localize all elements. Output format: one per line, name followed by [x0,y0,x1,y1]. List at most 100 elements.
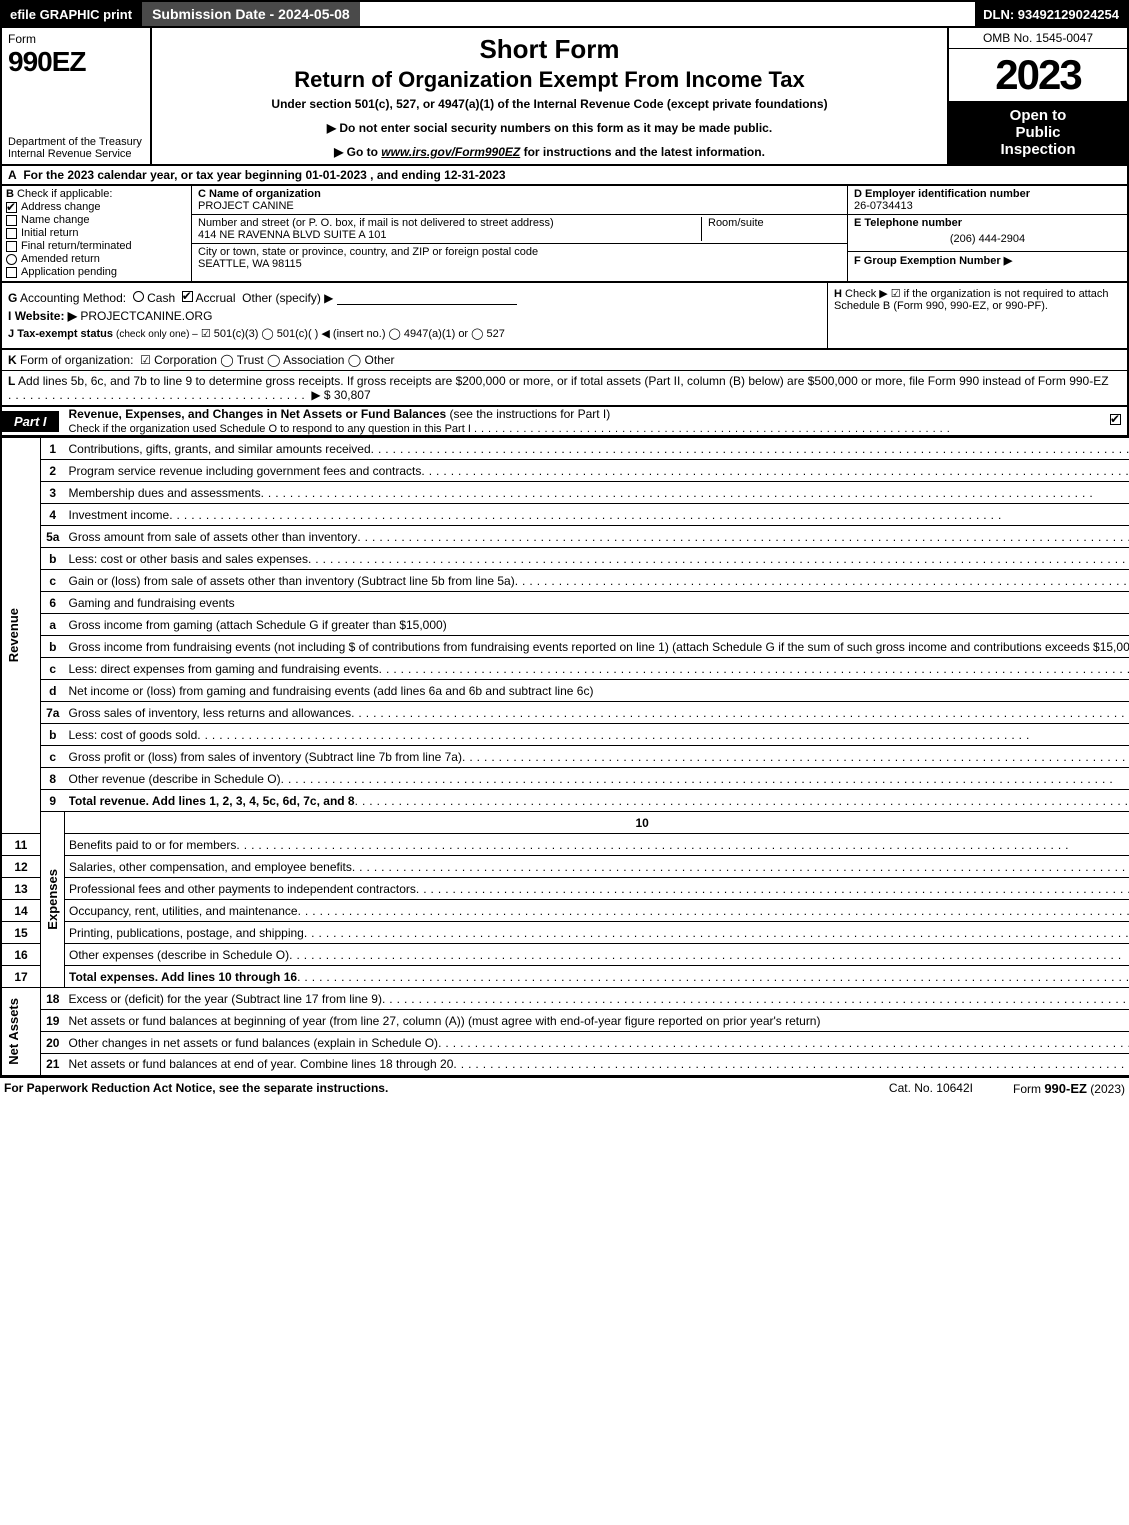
org-city-row: City or town, state or province, country… [192,244,847,281]
dotfill [382,992,1129,1006]
efile-print-label[interactable]: efile GRAPHIC print [2,2,140,26]
line-desc: Gaming and fundraising events [69,596,235,610]
ein-label: D Employer identification number [854,188,1030,200]
radio-accrual-label: Accrual [195,291,235,305]
line-desc: Total expenses. Add lines 10 through 16 [69,970,297,984]
line-num: 4 [41,504,65,526]
line-8: 8 Other revenue (describe in Schedule O)… [1,768,1129,790]
dotfill [351,706,1129,720]
line-num: 10 [65,812,1129,834]
chk-application-pending[interactable]: Application pending [6,266,187,278]
box-b-title: Check if applicable: [17,188,112,200]
topbar-spacer [360,2,975,26]
checkbox-icon[interactable] [1110,414,1121,425]
line-num: 17 [1,966,41,988]
line-21: 21 Net assets or fund balances at end of… [1,1054,1129,1076]
other-specify-input[interactable] [337,304,517,305]
line-1: Revenue 1 Contributions, gifts, grants, … [1,438,1129,460]
box-b-lead: B [6,188,14,200]
line-num: d [41,680,65,702]
chk-initial-return[interactable]: Initial return [6,227,187,239]
inspection-line2: Public [953,124,1123,141]
line-desc: Occupancy, rent, utilities, and maintena… [69,904,298,918]
line-desc: Excess or (deficit) for the year (Subtra… [69,992,382,1006]
row-a-tax-year: A For the 2023 calendar year, or tax yea… [0,166,1129,186]
line-num: 8 [41,768,65,790]
dotfill [289,948,1129,962]
box-b-check-applicable: B Check if applicable: Address change Na… [2,186,192,281]
checkbox-accrual[interactable] [182,291,193,302]
line-7b: b Less: cost of goods sold 7b [1,724,1129,746]
line-num: 20 [41,1032,65,1054]
line-desc: Gross amount from sale of assets other t… [69,530,358,544]
dotfill [438,1036,1129,1050]
part-i-checkbox[interactable] [1110,414,1127,428]
checkbox-icon[interactable] [6,267,17,278]
row-l-lead: L [8,374,15,388]
footer-form-pre: Form [1013,1082,1044,1096]
row-j-label: Tax-exempt status [17,328,113,340]
line-17: 17 Total expenses. Add lines 10 through … [1,966,1129,988]
chk-final-return[interactable]: Final return/terminated [6,240,187,252]
line-18: Net Assets 18 Excess or (deficit) for th… [1,988,1129,1010]
line-9: 9 Total revenue. Add lines 1, 2, 3, 4, 5… [1,790,1129,812]
line-desc: Net assets or fund balances at end of ye… [69,1057,454,1071]
box-f-group-exemption: F Group Exemption Number ▶ [848,251,1127,281]
chk-amended-return[interactable]: Amended return [6,253,187,265]
chk-name-change[interactable]: Name change [6,214,187,226]
line-num: 21 [41,1054,65,1076]
dotfill [298,904,1129,918]
chk-label: Final return/terminated [21,240,132,252]
form-title: Return of Organization Exempt From Incom… [162,67,937,93]
line-19: 19 Net assets or fund balances at beginn… [1,1010,1129,1032]
line-desc: Less: direct expenses from gaming and fu… [69,662,379,676]
dotfill [453,1057,1129,1071]
line-num: 2 [41,460,65,482]
irs-link[interactable]: www.irs.gov/Form990EZ [381,145,520,159]
part-i-title-wrap: Revenue, Expenses, and Changes in Net As… [59,407,1110,435]
part-i-header: Part I Revenue, Expenses, and Changes in… [0,407,1129,437]
line-num: b [41,724,65,746]
dotfill [8,388,308,402]
dotfill [371,442,1129,456]
page-footer: For Paperwork Reduction Act Notice, see … [0,1077,1129,1099]
checkbox-icon[interactable] [6,228,17,239]
line-num: 3 [41,482,65,504]
row-l-text: Add lines 5b, 6c, and 7b to line 9 to de… [18,374,1109,388]
line-num: a [41,614,65,636]
dotfill [236,838,1129,852]
line-desc: Gross income from fundraising events (no… [69,640,1129,654]
checkbox-icon[interactable] [6,241,17,252]
block-ghij: G Accounting Method: Cash Accrual Other … [0,283,1129,350]
row-k: K Form of organization: ☑ Corporation ◯ … [0,350,1129,371]
checkbox-icon[interactable] [6,202,17,213]
line-desc: Total revenue. Add lines 1, 2, 3, 4, 5c,… [69,794,355,808]
box-d-ein: D Employer identification number 26-0734… [848,186,1127,214]
dotfill [297,970,1129,984]
line-desc: Gain or (loss) from sale of assets other… [69,574,515,588]
part-i-subline: Check if the organization used Schedule … [69,423,471,435]
room-suite: Room/suite [701,217,841,241]
radio-cash-label: Cash [147,291,175,305]
line-desc: Less: cost or other basis and sales expe… [69,552,308,566]
radio-icon[interactable] [6,254,17,265]
radio-cash[interactable] [133,291,144,302]
chk-address-change[interactable]: Address change [6,201,187,213]
city-value: SEATTLE, WA 98115 [198,258,841,270]
line-desc: Other revenue (describe in Schedule O) [69,772,281,786]
line-num: 18 [41,988,65,1010]
inspection-line3: Inspection [953,141,1123,158]
line-4: 4 Investment income 4 2 [1,504,1129,526]
chk-label: Initial return [21,227,78,239]
line-6a: a Gross income from gaming (attach Sched… [1,614,1129,636]
dotfill [357,530,1129,544]
open-to-public-inspection: Open to Public Inspection [949,101,1127,164]
footer-right: Form 990-EZ (2023) [1013,1081,1125,1096]
chk-label: Name change [21,214,90,226]
box-def: D Employer identification number 26-0734… [847,186,1127,281]
line-num: 15 [1,922,41,944]
row-h-lead: H [834,288,842,300]
line-15: 15 Printing, publications, postage, and … [1,922,1129,944]
line-16: 16 Other expenses (describe in Schedule … [1,944,1129,966]
checkbox-icon[interactable] [6,215,17,226]
